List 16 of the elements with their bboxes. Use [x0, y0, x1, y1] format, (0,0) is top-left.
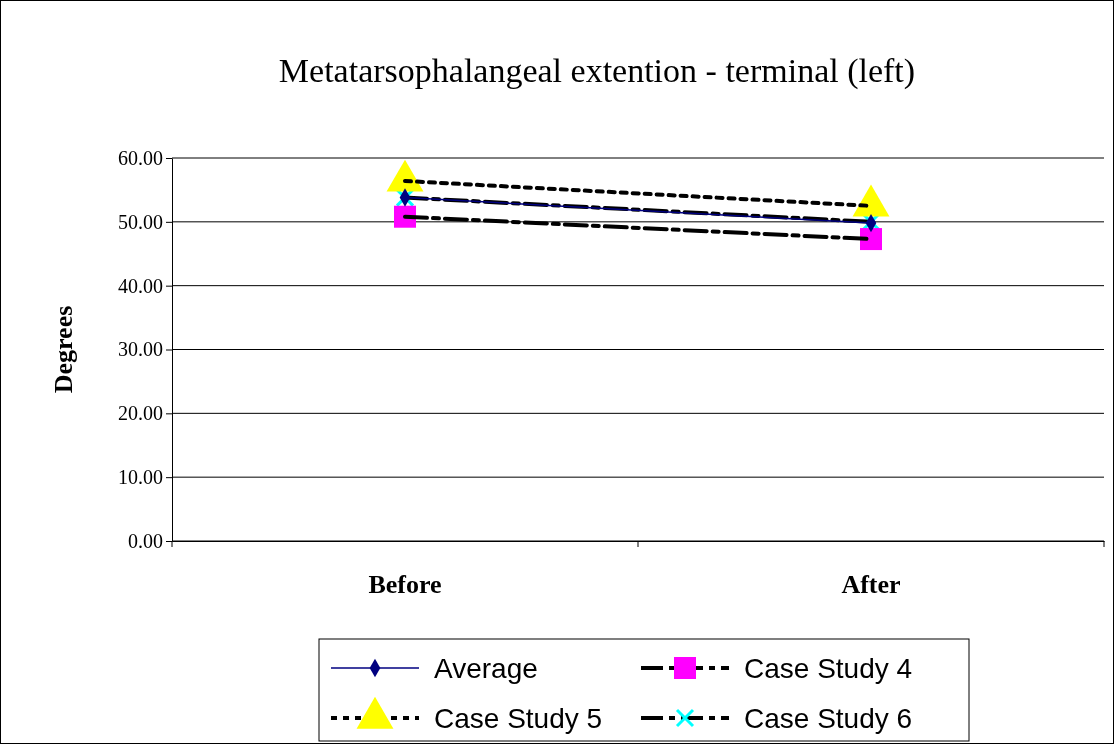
legend-label: Case Study 5	[434, 703, 603, 734]
y-axis-title: Degrees	[49, 305, 78, 394]
x-tick-label: After	[841, 570, 901, 600]
y-tick-label: 50.00	[118, 210, 163, 233]
y-tick-label: 60.00	[118, 146, 163, 169]
y-tick-label: 0.00	[128, 529, 163, 552]
legend-label: Average	[434, 653, 538, 684]
legend-label: Case Study 6	[744, 703, 913, 734]
x-tick-label: Before	[368, 570, 442, 600]
legend-label: Case Study 4	[744, 653, 913, 684]
y-tick-label: 10.00	[118, 466, 163, 489]
y-tick-label: 30.00	[118, 338, 163, 361]
y-tick-label: 40.00	[118, 274, 163, 297]
point	[860, 228, 882, 251]
y-tick-label: 20.00	[118, 402, 163, 425]
chart-title: Metatarsophalangeal extention - terminal (left)	[278, 52, 916, 90]
